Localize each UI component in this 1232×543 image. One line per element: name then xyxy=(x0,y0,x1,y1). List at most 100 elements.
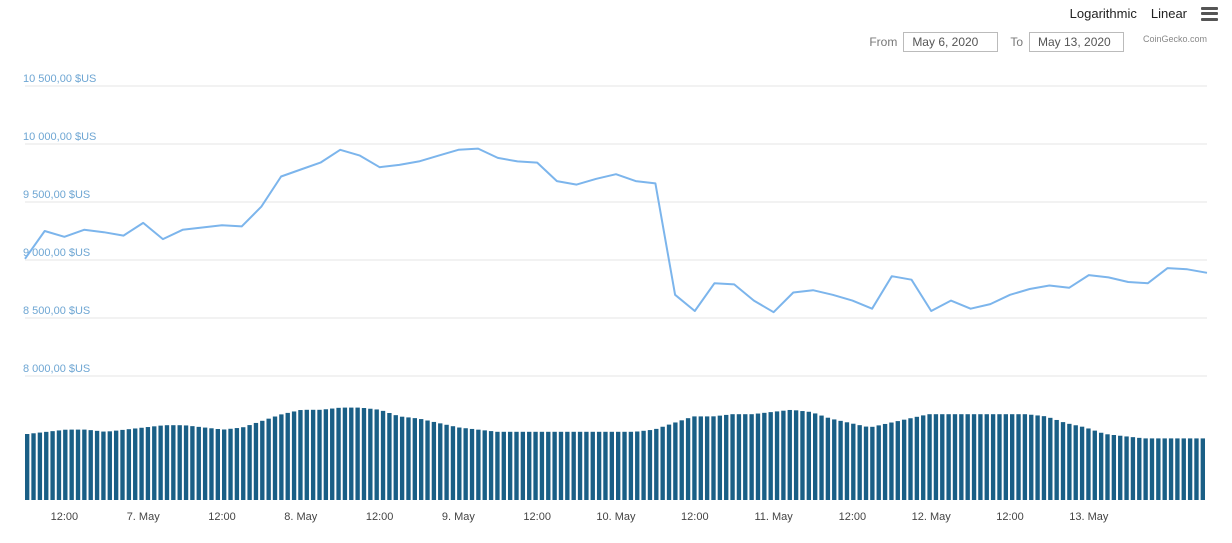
volume-bar xyxy=(1029,414,1034,500)
volume-bar xyxy=(717,415,723,500)
volume-bar xyxy=(774,411,780,500)
volume-bar xyxy=(330,408,335,500)
volume-bar xyxy=(895,421,900,500)
volume-bar xyxy=(1092,430,1097,500)
volume-bar xyxy=(660,426,665,500)
volume-bar xyxy=(628,431,634,500)
volume-bar xyxy=(164,425,170,500)
volume-bar xyxy=(507,431,513,500)
volume-bar xyxy=(1048,417,1053,500)
volume-bar xyxy=(355,407,360,500)
volume-bar xyxy=(336,407,341,500)
volume-bar xyxy=(635,431,640,500)
volume-bar xyxy=(298,410,303,500)
x-tick-label: 12:00 xyxy=(681,511,709,523)
volume-bar xyxy=(743,414,748,500)
volume-bar xyxy=(654,428,659,500)
x-tick-label: 12:00 xyxy=(208,511,236,523)
from-date-input[interactable] xyxy=(903,32,999,52)
volume-bar xyxy=(749,414,754,500)
volume-bar xyxy=(380,410,386,500)
volume-bar xyxy=(279,414,284,500)
volume-bar xyxy=(482,430,487,500)
volume-bar xyxy=(882,423,888,500)
volume-bar xyxy=(571,431,576,500)
volume-bar xyxy=(793,410,799,500)
y-tick-label: 8 000,00 $US xyxy=(23,363,90,375)
volume-bar xyxy=(419,419,424,500)
volume-bar xyxy=(781,410,786,500)
credit-link[interactable]: CoinGecko.com xyxy=(1142,34,1207,44)
volume-bar xyxy=(806,411,811,500)
to-label: To xyxy=(1010,35,1023,49)
volume-bar xyxy=(1194,438,1199,500)
volume-bar xyxy=(997,414,1002,500)
x-tick-label: 7. May xyxy=(127,511,161,523)
volume-bar xyxy=(183,425,189,500)
volume-bar xyxy=(832,419,837,500)
volume-bar xyxy=(342,407,348,500)
volume-bar xyxy=(476,429,481,500)
volume-bar xyxy=(952,414,958,500)
volume-bar xyxy=(387,413,392,500)
volume-bar xyxy=(463,428,468,500)
volume-bar xyxy=(1054,419,1059,500)
volume-bar xyxy=(412,418,417,500)
volume-bar xyxy=(1098,432,1104,500)
x-tick-label: 12. May xyxy=(912,511,952,523)
volume-bar xyxy=(444,424,449,500)
volume-bar xyxy=(552,431,557,500)
volume-bar xyxy=(959,414,964,500)
volume-bar xyxy=(1175,438,1180,500)
to-date-input[interactable] xyxy=(1029,32,1124,52)
volume-bar xyxy=(813,413,818,500)
volume-bar xyxy=(406,417,411,500)
volume-bar xyxy=(685,418,691,500)
volume-bar xyxy=(113,430,119,500)
x-tick-label: 8. May xyxy=(284,511,318,523)
volume-bar xyxy=(241,427,246,500)
volume-bar xyxy=(1130,437,1136,500)
volume-bar xyxy=(171,425,176,500)
hamburger-menu-icon[interactable] xyxy=(1201,6,1218,21)
logarithmic-button[interactable]: Logarithmic xyxy=(1069,6,1137,21)
volume-bar xyxy=(349,407,354,500)
volume-bar xyxy=(228,428,233,500)
volume-bar xyxy=(56,430,62,500)
volume-bar xyxy=(927,414,932,500)
volume-bar xyxy=(590,431,595,500)
volume-bar xyxy=(1111,435,1117,500)
volume-bar xyxy=(253,422,259,500)
volume-bar xyxy=(901,419,907,500)
volume-bar xyxy=(260,420,265,500)
volume-bar xyxy=(698,416,703,500)
volume-bar xyxy=(1200,438,1205,500)
volume-bar xyxy=(399,416,405,500)
volume-bar xyxy=(647,430,653,500)
linear-button[interactable]: Linear xyxy=(1150,6,1187,21)
from-label: From xyxy=(869,35,898,49)
volume-bar xyxy=(438,423,443,500)
volume-bar xyxy=(679,420,684,500)
volume-bar xyxy=(984,414,989,500)
volume-bar xyxy=(31,433,36,500)
volume-bar xyxy=(1041,416,1047,500)
volume-bar xyxy=(990,414,996,500)
volume-bar xyxy=(622,431,627,500)
chart-toolbar: Logarithmic Linear xyxy=(1070,6,1218,21)
volume-bar xyxy=(577,431,583,500)
volume-bar xyxy=(971,414,977,500)
volume-bar xyxy=(495,431,500,500)
volume-bar xyxy=(469,428,475,500)
volume-bar xyxy=(1181,438,1186,500)
volume-bar xyxy=(558,431,564,500)
volume-bar xyxy=(488,431,494,500)
volume-bar xyxy=(1124,436,1129,500)
y-tick-label: 8 500,00 $US xyxy=(23,305,90,317)
volume-bar xyxy=(44,431,49,500)
volume-bar xyxy=(37,432,43,500)
volume-bar xyxy=(889,422,894,500)
volume-bar xyxy=(940,414,945,500)
volume-bar xyxy=(596,431,602,500)
